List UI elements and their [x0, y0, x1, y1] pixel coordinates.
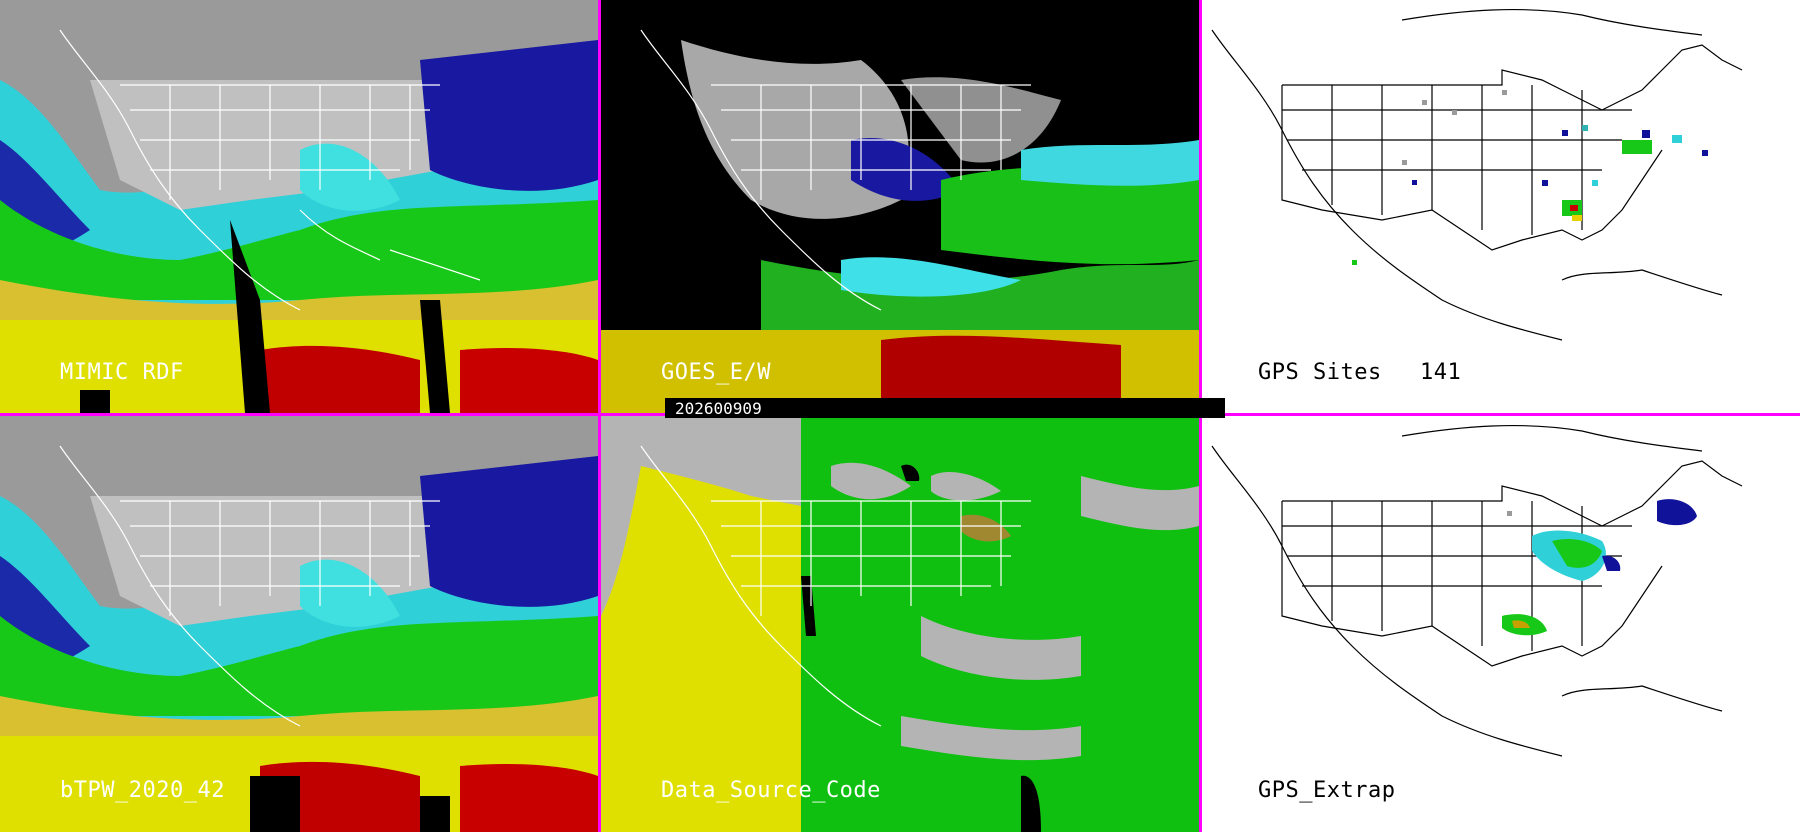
vertical-separator-left — [598, 0, 601, 832]
panel-btpw: bTPW_2020_42 — [0, 416, 598, 832]
timestamp-text: 202600909 — [675, 399, 762, 418]
panel-label: GPS_Extrap — [1258, 778, 1396, 803]
panel-goes-ew: GOES_E/W — [601, 0, 1199, 413]
timestamp-bar: 202600909 — [665, 398, 1225, 418]
panel-label: Data_Source_Code — [661, 778, 881, 803]
tpw-map-btpw — [0, 416, 598, 832]
gps-extrap-map — [1202, 416, 1800, 832]
gps-sites-map — [1202, 0, 1800, 413]
tpw-map-goes — [601, 0, 1199, 413]
gps-site-count: 141 — [1420, 360, 1462, 385]
panel-label: MIMIC RDF — [60, 360, 184, 385]
panel-mimic-rdf: MIMIC RDF — [0, 0, 598, 413]
data-source-map — [601, 416, 1199, 832]
panel-label: bTPW_2020_42 — [60, 778, 225, 803]
panel-gps-sites: GPS Sites 141 — [1202, 0, 1800, 413]
panel-data-source: Data_Source_Code — [601, 416, 1199, 832]
panel-label: GOES_E/W — [661, 360, 771, 385]
tpw-map-mimic — [0, 0, 598, 413]
panel-gps-extrap: GPS_Extrap — [1202, 416, 1800, 832]
panel-label: GPS Sites — [1258, 360, 1382, 385]
